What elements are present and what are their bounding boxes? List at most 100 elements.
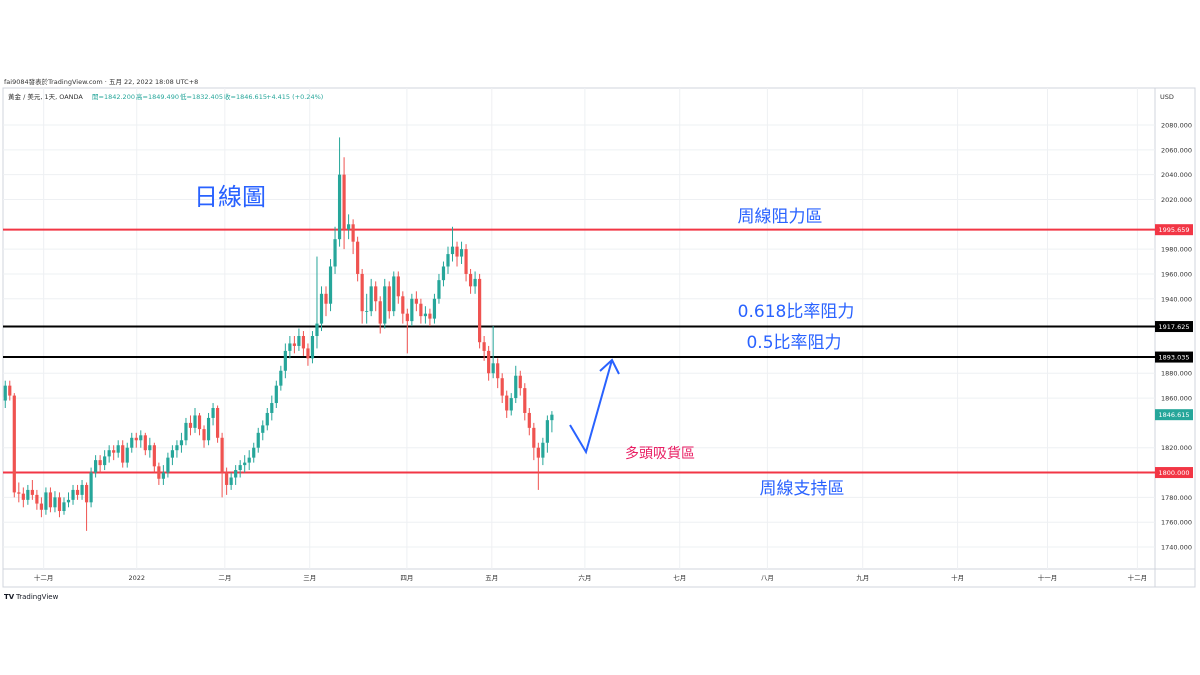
candles: [3, 137, 554, 531]
x-tick-label: 十二月: [1128, 573, 1148, 582]
candle-body: [84, 484, 89, 503]
candle-body: [125, 447, 129, 463]
level-label-box: [1155, 224, 1193, 236]
candle-body: [211, 407, 215, 418]
candle-body: [487, 350, 491, 374]
candle-body: [197, 415, 202, 430]
candle-body: [532, 427, 536, 448]
y-tick-label: 1940.000: [1161, 295, 1192, 303]
candle-body: [229, 477, 233, 485]
candle-body: [428, 313, 432, 319]
candle-body: [252, 447, 256, 458]
candle-body: [103, 456, 107, 466]
candle-body: [175, 445, 179, 451]
candle-body: [491, 363, 495, 374]
candle-body: [116, 445, 120, 453]
candle-body: [387, 286, 391, 312]
candle-body: [3, 385, 7, 401]
candle-body: [274, 385, 278, 404]
level-label: 1893.035: [1158, 354, 1189, 362]
candle-body: [17, 492, 21, 494]
candle-body: [383, 286, 387, 324]
byline: fai9084發表於TradingView.com · 五月 22, 2022 …: [4, 77, 198, 86]
candle-body: [134, 437, 138, 441]
candle-body: [57, 497, 62, 512]
candle-body: [545, 420, 549, 443]
candle-body: [464, 249, 468, 274]
candle-body: [468, 273, 473, 287]
candle-body: [220, 437, 224, 473]
x-tick-label: 七月: [673, 573, 686, 582]
candle-body: [80, 484, 84, 495]
candle-body: [206, 417, 211, 441]
candle-body: [441, 266, 446, 281]
candle-body: [414, 298, 418, 304]
candle-body: [161, 472, 165, 479]
candle-body: [188, 422, 193, 428]
x-tick-label: 八月: [761, 574, 774, 582]
x-tick-label: 三月: [303, 574, 316, 582]
candle-body: [333, 239, 337, 267]
candle-body: [328, 266, 333, 304]
candle-body: [66, 499, 71, 503]
candle-body: [94, 460, 98, 473]
footer: TradingView: [15, 593, 59, 601]
level-label: 1917.625: [1158, 323, 1189, 331]
candle-body: [342, 174, 346, 230]
labels: 1740.000 1760.000 1780.000 1820.000 1860.000…: [34, 121, 1193, 582]
candle-body: [301, 336, 306, 349]
candle-body: [541, 442, 545, 458]
candle-body: [8, 385, 12, 396]
level-label-box: [1155, 321, 1193, 333]
arrow: [569, 358, 620, 455]
candle-body: [405, 313, 409, 322]
y-tick-label: 1860.000: [1161, 395, 1192, 403]
legend-symbol: 黃金 / 美元, 1天, OANDA: [8, 92, 83, 101]
y-tick-label: 2040.000: [1161, 171, 1192, 179]
candle-body: [523, 388, 527, 413]
candle-body: [243, 462, 247, 466]
y-tick-label: 2020.000: [1161, 196, 1192, 204]
candle-body: [71, 489, 75, 500]
candle-body: [288, 343, 292, 351]
candle-body: [234, 470, 238, 478]
candle-body: [170, 450, 175, 458]
candle-body: [270, 403, 274, 413]
candle-body: [514, 375, 518, 399]
candle-body: [89, 472, 93, 503]
candle-body: [374, 286, 378, 302]
candle-body: [112, 450, 116, 453]
legend-change: +4.415 (+0.24%): [266, 93, 323, 101]
candle-body: [324, 293, 328, 304]
candle-body: [107, 450, 111, 457]
y-tick-label: 1960.000: [1161, 270, 1192, 278]
candle-body: [283, 350, 287, 371]
candle-body: [437, 280, 441, 299]
level-label: 1995.659: [1158, 226, 1189, 234]
candle-body: [396, 276, 400, 297]
candle-body: [193, 415, 197, 428]
candle-body: [21, 493, 25, 500]
candle-body: [44, 492, 48, 510]
candle-body: [392, 276, 396, 312]
y-tick-label: 1740.000: [1161, 544, 1192, 552]
y-tick-label: 1820.000: [1161, 444, 1192, 452]
candle-body: [98, 460, 102, 466]
candle-body: [35, 494, 39, 504]
candle-body: [459, 249, 464, 257]
candle-body: [419, 303, 423, 317]
candle-body: [482, 342, 486, 351]
x-tick-label: 六月: [578, 573, 591, 582]
annotation: 多頭吸貨區: [625, 445, 695, 462]
candle-body: [478, 278, 482, 343]
candle-body: [53, 497, 57, 508]
candle-body: [202, 429, 206, 441]
x-tick-label: 四月: [400, 574, 413, 582]
candle-body: [410, 298, 414, 322]
candle-body: [518, 375, 522, 389]
legend-open: 開=1842.200: [92, 93, 135, 101]
candle-body: [500, 378, 504, 396]
x-tick-label: 十月: [951, 573, 964, 582]
candle-body: [536, 447, 540, 458]
